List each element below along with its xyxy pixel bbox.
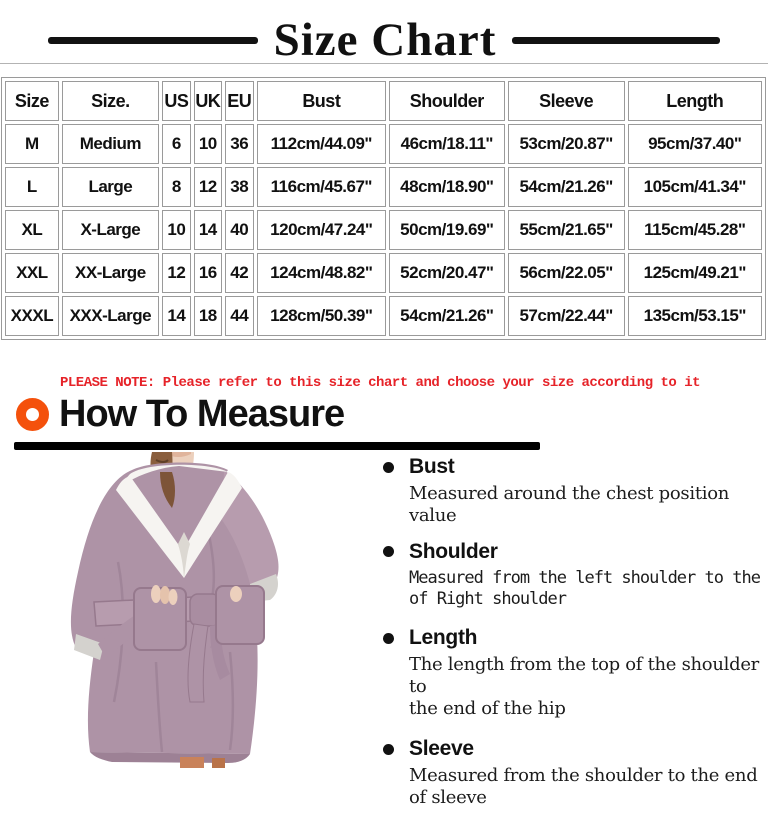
table-cell: 16	[193, 253, 222, 293]
table-cell: 52cm/20.47"	[388, 253, 505, 293]
table-cell: L	[5, 167, 59, 207]
measure-item-label: Bust	[409, 455, 455, 478]
table-cell: 14	[161, 296, 191, 336]
table-cell: 18	[193, 296, 222, 336]
table-cell: 105cm/41.34"	[627, 167, 762, 207]
table-header-length: Length	[627, 81, 762, 121]
orange-ring-icon	[16, 398, 49, 431]
size-table-head: Size Size. US UK EU Bust Shoulder Sleeve Length	[5, 81, 762, 121]
horizontal-divider	[0, 63, 768, 64]
table-cell: 54cm/21.26"	[507, 167, 625, 207]
table-cell: 12	[161, 253, 191, 293]
table-cell: 124cm/48.82"	[256, 253, 386, 293]
table-cell: Large	[61, 167, 159, 207]
measure-item-head: Length	[383, 626, 761, 650]
table-cell: 12	[193, 167, 222, 207]
table-row-xl: XL X-Large 10 14 40 120cm/47.24" 50cm/19.69" 55…	[5, 210, 762, 250]
table-cell: 8	[161, 167, 191, 207]
table-cell: 135cm/53.15"	[627, 296, 762, 336]
table-cell: 95cm/37.40"	[627, 124, 762, 164]
table-header-bust: Bust	[256, 81, 386, 121]
table-cell: 14	[193, 210, 222, 250]
table-cell: 42	[224, 253, 254, 293]
measure-item-description: Measured around the chest position value	[409, 483, 730, 526]
table-header-uk: UK	[193, 81, 222, 121]
table-header-sleeve: Sleeve	[507, 81, 625, 121]
title-rule-left	[47, 36, 258, 44]
table-cell: 10	[193, 124, 222, 164]
table-header-shoulder: Shoulder	[388, 81, 505, 121]
table-cell: X-Large	[61, 210, 159, 250]
measure-item-length: Length The length from the top of the sho…	[383, 626, 761, 720]
table-header-size: Size.	[61, 81, 159, 121]
table-cell: 57cm/22.44"	[507, 296, 625, 336]
table-cell: 125cm/49.21"	[627, 253, 762, 293]
table-row-l: L Large 8 12 38 116cm/45.67" 48cm/18.90" 54cm/2…	[5, 167, 762, 207]
measure-item-head: Sleeve	[383, 737, 761, 761]
table-cell: 112cm/44.09"	[256, 124, 386, 164]
measure-item-label: Length	[409, 626, 478, 650]
table-cell: 115cm/45.28"	[627, 210, 762, 250]
table-cell: 53cm/20.87"	[507, 124, 625, 164]
please-note-text: PLEASE NOTE: Please refer to this size c…	[60, 375, 701, 391]
table-cell: XL	[5, 210, 59, 250]
measure-item-sleeve: Sleeve Measured from the shoulder to the …	[383, 737, 761, 809]
bullet-dot-icon	[383, 461, 394, 473]
table-cell: XXX-Large	[61, 296, 159, 336]
table-cell: 6	[161, 124, 191, 164]
table-cell: Medium	[61, 124, 159, 164]
bathrobe-product-photo	[60, 452, 380, 768]
measure-item-description: Measured from the shoulder to the end of …	[409, 765, 758, 809]
bullet-dot-icon	[383, 743, 394, 755]
table-cell: 48cm/18.90"	[388, 167, 505, 207]
table-row-xxxl: XXXL XXX-Large 14 18 44 128cm/50.39" 54cm/21.2…	[5, 296, 762, 336]
table-row-xxl: XXL XX-Large 12 16 42 124cm/48.82" 52cm/20.47"…	[5, 253, 762, 293]
measure-item-shoulder: Shoulder Measured from the left shoulder …	[383, 540, 761, 609]
table-cell: 46cm/18.11"	[388, 124, 505, 164]
size-table-body: M Medium 6 10 36 112cm/44.09" 46cm/18.11" 53cm/…	[5, 124, 762, 336]
table-cell: 10	[161, 210, 191, 250]
measure-list: Bust Measured around the chest position v…	[383, 455, 761, 822]
table-cell: 55cm/21.65"	[507, 210, 625, 250]
bullet-dot-icon	[383, 632, 394, 644]
table-cell: XXL	[5, 253, 59, 293]
bathrobe-illustration	[70, 452, 279, 768]
size-chart-header: Size Chart	[0, 12, 768, 68]
table-cell: 56cm/22.05"	[507, 253, 625, 293]
size-table: Size Size. US UK EU Bust Shoulder Sleeve Length …	[1, 77, 766, 340]
table-cell: 38	[224, 167, 254, 207]
table-cell: 36	[224, 124, 254, 164]
table-row-m: M Medium 6 10 36 112cm/44.09" 46cm/18.11" 53cm/…	[5, 124, 762, 164]
table-header-us: US	[161, 81, 191, 121]
table-cell: 44	[224, 296, 254, 336]
measure-item-head: Bust	[383, 455, 761, 479]
how-to-measure-title: How To Measure	[59, 393, 345, 435]
table-header-eu: EU	[224, 81, 254, 121]
measure-item-label: Shoulder	[409, 539, 498, 563]
measure-item-bust: Bust Measured around the chest position v…	[383, 455, 761, 527]
measure-item-head: Shoulder	[383, 540, 761, 564]
heading-underline-bar	[14, 442, 540, 450]
bullet-dot-icon	[383, 546, 394, 558]
measure-item-description: The length from the top of the shoulder …	[409, 654, 759, 720]
table-cell: 116cm/45.67"	[256, 167, 386, 207]
page-title: Size Chart	[273, 14, 497, 66]
table-cell: 120cm/47.24"	[256, 210, 386, 250]
table-cell: 50cm/19.69"	[388, 210, 505, 250]
table-cell: XXXL	[5, 296, 59, 336]
table-cell: 128cm/50.39"	[256, 296, 386, 336]
table-cell: XX-Large	[61, 253, 159, 293]
measure-item-label: Sleeve	[409, 737, 474, 761]
measure-item-description: Measured from the left shoulder to the of…	[409, 567, 761, 609]
how-to-measure-heading: How To Measure	[16, 393, 345, 436]
title-rule-right	[512, 36, 721, 44]
table-cell: 54cm/21.26"	[388, 296, 505, 336]
table-cell: 40	[224, 210, 254, 250]
table-header-size: Size	[5, 81, 59, 121]
table-cell: M	[5, 124, 59, 164]
